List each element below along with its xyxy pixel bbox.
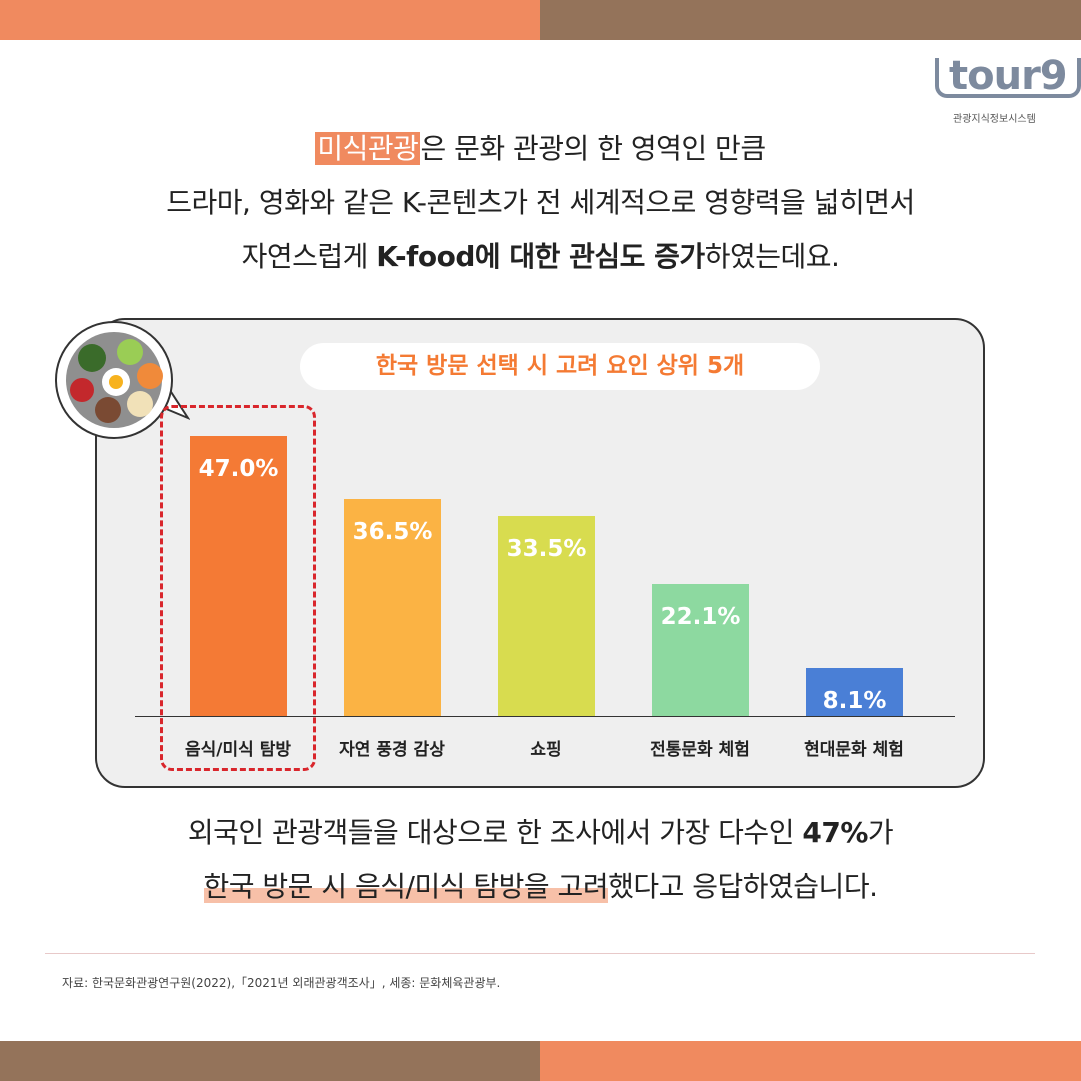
highlight-box	[160, 405, 316, 771]
source-note: 자료: 한국문화관광연구원(2022),「2021년 외래관광객조사」, 세종:…	[62, 976, 501, 990]
outro-text: 외국인 관광객들을 대상으로 한 조사에서 가장 다수인 47%가 한국 방문 …	[187, 816, 894, 903]
top-band-left	[0, 0, 540, 40]
intro-text: 미식관광은 문화 관광의 한 영역인 만큼 드라마, 영화와 같은 K-콘텐츠가…	[166, 132, 915, 273]
bar	[652, 584, 749, 716]
top-band-right	[540, 0, 1081, 40]
category-label: 자연 풍경 감상	[339, 740, 445, 760]
value-label: 36.5%	[352, 518, 433, 545]
value-label: 8.1%	[822, 687, 887, 714]
value-label: 33.5%	[506, 536, 587, 563]
category-label: 쇼핑	[530, 740, 562, 760]
bar	[806, 667, 903, 716]
category-label: 음식/미식 탐방	[185, 740, 291, 760]
bottom-band-right	[540, 1041, 1081, 1081]
bottom-band-left	[0, 1041, 540, 1081]
bibimbap-icon	[55, 321, 190, 439]
value-label: 47.0%	[198, 456, 279, 482]
bar	[344, 498, 441, 716]
value-label: 22.1%	[660, 604, 741, 631]
bar	[498, 516, 595, 716]
category-label: 현대문화 체험	[804, 740, 904, 760]
divider	[45, 953, 1035, 954]
category-label: 전통문화 체험	[650, 740, 750, 760]
bar	[190, 436, 287, 716]
chart-title: 한국 방문 선택 시 고려 요인 상위 5개	[300, 343, 820, 390]
logo: tour9 관광지식정보시스템	[935, 56, 1081, 125]
x-axis	[135, 716, 955, 717]
